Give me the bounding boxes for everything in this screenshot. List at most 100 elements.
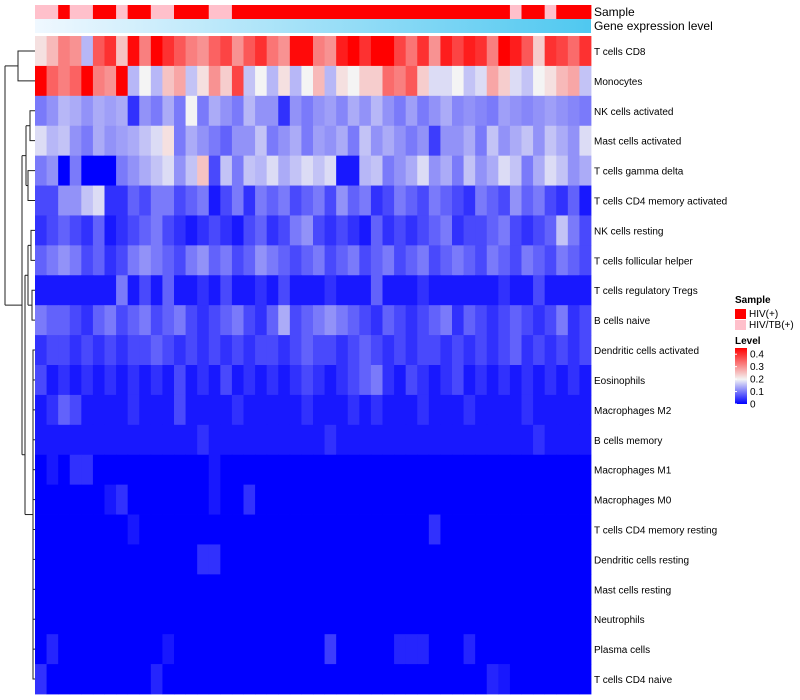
heatmap-cell	[150, 574, 163, 605]
sample-annotation-cell	[498, 5, 511, 19]
heatmap-cell	[347, 36, 360, 67]
heatmap-cell	[266, 125, 279, 157]
heatmap-cell	[567, 365, 580, 396]
sample-annotation-cell	[509, 5, 522, 19]
heatmap-cell	[556, 544, 569, 575]
heatmap-cell	[150, 245, 163, 276]
heatmap-cell	[69, 95, 82, 127]
heatmap-cell	[544, 125, 557, 157]
legend-label-hiv: HIV(+)	[749, 309, 778, 320]
row-label: B cells memory	[594, 436, 662, 447]
heatmap-cell	[370, 215, 383, 246]
heatmap-cell	[139, 365, 152, 396]
heatmap-cell	[486, 424, 499, 456]
heatmap-cell	[544, 424, 557, 456]
heatmap-cell	[58, 424, 71, 456]
heatmap-cell	[301, 185, 314, 216]
heatmap-cell	[428, 365, 441, 396]
sample-annotation-cell	[35, 5, 47, 19]
heatmap-cell	[394, 215, 407, 246]
heatmap-cell	[266, 185, 279, 216]
heatmap-cell	[81, 454, 94, 486]
heatmap-cell	[116, 634, 129, 665]
heatmap-cell	[208, 215, 221, 246]
heatmap-cell	[567, 574, 580, 605]
heatmap-cell	[289, 215, 302, 246]
sample-annotation-cell	[301, 5, 314, 19]
heatmap-cell	[220, 335, 233, 366]
heatmap-cell	[289, 484, 302, 515]
heatmap-cell	[313, 36, 325, 67]
heatmap-cell	[185, 335, 198, 366]
heatmap-cell	[104, 245, 117, 276]
heatmap-cell	[92, 664, 105, 695]
sample-annotation-cell	[104, 5, 117, 19]
heatmap-cell	[394, 604, 407, 635]
row-label: T cells CD4 memory activated	[594, 197, 727, 208]
row-label: Macrophages M2	[594, 406, 672, 417]
legend-swatch-hivtb	[735, 320, 746, 330]
heatmap-cell	[452, 544, 464, 575]
heatmap-cell	[556, 664, 569, 695]
sample-annotation-cell	[452, 5, 464, 19]
heatmap-cell	[185, 484, 198, 515]
heatmap-cell	[428, 574, 441, 605]
heatmap-cell	[116, 424, 129, 456]
heatmap-cell	[440, 365, 453, 396]
heatmap-cell	[405, 95, 418, 127]
heatmap-cell	[69, 514, 82, 545]
heatmap-cell	[208, 275, 221, 306]
heatmap-cell	[324, 664, 337, 695]
heatmap-cell	[92, 544, 105, 575]
heatmap-cell	[35, 365, 47, 396]
heatmap-cell	[556, 574, 569, 605]
heatmap-cell	[289, 305, 302, 336]
heatmap-cell	[359, 215, 372, 246]
heatmap-cell	[92, 484, 105, 515]
sample-annotation-cell	[567, 5, 580, 19]
heatmap-cell	[417, 514, 430, 545]
heatmap-cell	[301, 95, 314, 127]
heatmap-cell	[336, 394, 349, 426]
heatmap-cell	[486, 36, 499, 67]
heatmap-cell	[278, 454, 291, 486]
heatmap-cell	[139, 95, 152, 127]
heatmap-cell	[567, 514, 580, 545]
heatmap-cell	[475, 544, 488, 575]
sample-annotation-cell	[92, 5, 105, 19]
sample-annotation-cell	[197, 5, 210, 19]
heatmap-cell	[208, 245, 221, 276]
heatmap-cell	[220, 365, 233, 396]
heatmap-cell	[336, 634, 349, 665]
heatmap-cell	[533, 125, 546, 157]
heatmap-cell	[347, 394, 360, 426]
heatmap-cell	[394, 95, 407, 127]
heatmap-cell	[150, 275, 163, 306]
heatmap-cell	[243, 394, 256, 426]
heatmap-cell	[116, 484, 129, 515]
heatmap-cell	[521, 664, 534, 695]
heatmap-cell	[347, 305, 360, 336]
heatmap-cell	[208, 484, 221, 515]
heatmap-cell	[336, 125, 349, 157]
heatmap-cell	[58, 65, 71, 97]
heatmap-cell	[35, 65, 47, 97]
heatmap-cell	[452, 604, 464, 635]
heatmap-cell	[197, 454, 210, 486]
heatmap-cell	[58, 634, 71, 665]
heatmap-cell	[463, 65, 476, 97]
heatmap-cell	[127, 604, 140, 635]
heatmap-cell	[463, 604, 476, 635]
heatmap-cell	[139, 394, 152, 426]
heatmap-cell	[509, 514, 522, 545]
heatmap-cell	[162, 394, 175, 426]
heatmap-cell	[440, 36, 453, 67]
heatmap-cell	[220, 245, 233, 276]
heatmap-cell	[347, 604, 360, 635]
row-label: T cells follicular helper	[594, 256, 693, 267]
heatmap-cell	[417, 574, 430, 605]
heatmap-cell	[139, 215, 152, 246]
heatmap-cell	[104, 394, 117, 426]
heatmap-cell	[231, 454, 244, 486]
heatmap-cell	[313, 275, 325, 306]
